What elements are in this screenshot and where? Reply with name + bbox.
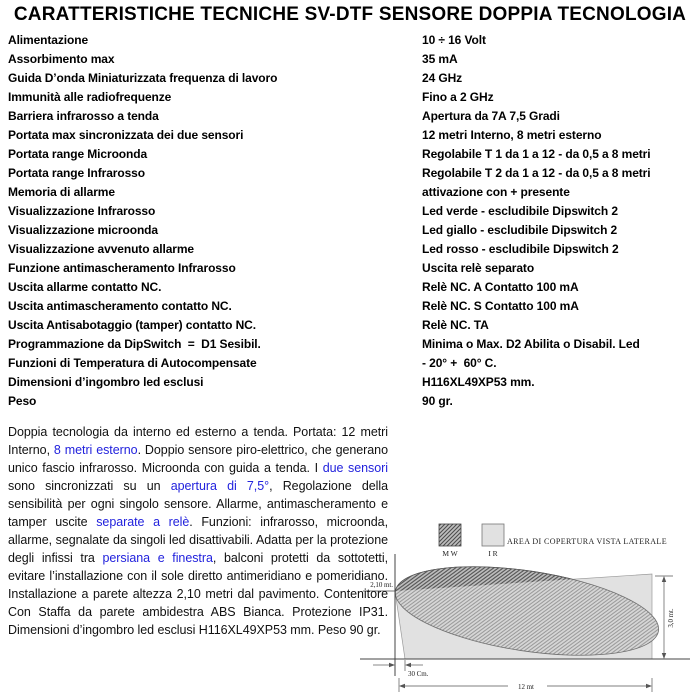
arrow-left-icon bbox=[405, 662, 411, 668]
spec-row: Uscita Antisabotaggio (tamper) contatto … bbox=[8, 316, 692, 335]
coverage-diagram-container: M W I R AREA DI COPERTURA VISTA LATERALE… bbox=[360, 513, 692, 695]
spec-row: Uscita antimascheramento contatto NC. Rel… bbox=[8, 297, 692, 316]
spec-label: Portata range Microonda bbox=[8, 147, 148, 161]
spec-row: Funzioni di Temperatura di Autocompensat… bbox=[8, 354, 692, 373]
spec-value: 90 gr. bbox=[422, 394, 453, 408]
spec-label: Visualizzazione Infrarosso bbox=[8, 204, 156, 218]
spec-row: Barriera infrarosso a tenda Apertura da 7… bbox=[8, 107, 692, 126]
description-paragraph: M W I R AREA DI COPERTURA VISTA LATERALE… bbox=[8, 423, 692, 692]
spec-label: Barriera infrarosso a tenda bbox=[8, 109, 159, 123]
spec-row: Peso 90 gr. bbox=[8, 392, 692, 411]
page-title: CARATTERISTICHE TECNICHE SV-DTF SENSORE … bbox=[13, 4, 687, 25]
right-coverage-diagram: M W I R AREA DI COPERTURA VISTA LATERALE… bbox=[360, 523, 690, 692]
spec-label: Funzioni di Temperatura di Autocompensat… bbox=[8, 356, 257, 370]
spec-label: Visualizzazione avvenuto allarme bbox=[8, 242, 194, 256]
description-segment: . Funzioni: infrarosso, microonda, allar… bbox=[8, 515, 388, 565]
legend-title: AREA DI COPERTURA VISTA LATERALE bbox=[507, 537, 667, 546]
spec-label: Uscita Antisabotaggio (tamper) contatto … bbox=[8, 318, 256, 332]
spec-value: Minima o Max. D2 Abilita o Disabil. Led bbox=[422, 337, 640, 351]
arrow-left-icon bbox=[399, 683, 405, 689]
spec-value: Uscita relè separato bbox=[422, 261, 535, 275]
spec-value: Regolabile T 2 da 1 a 12 - da 0,5 a 8 me… bbox=[422, 166, 651, 180]
spec-label: Programmazione da DipSwitch = D1 Sesibil… bbox=[8, 337, 261, 351]
spec-row: Funzione antimascheramento Infrarosso Usc… bbox=[8, 259, 692, 278]
spec-row: Portata range Microonda Regolabile T 1 da… bbox=[8, 145, 692, 164]
spec-label: Portata max sincronizzata dei due sensor… bbox=[8, 128, 244, 142]
spec-row: Immunità alle radiofrequenze Fino a 2 GHz bbox=[8, 88, 692, 107]
range-label: 12 mt bbox=[518, 683, 534, 691]
spec-label: Memoria di allarme bbox=[8, 185, 115, 199]
spec-label: Uscita antimascheramento contatto NC. bbox=[8, 299, 232, 313]
spec-row: Portata range Infrarosso Regolabile T 2 d… bbox=[8, 164, 692, 183]
description-segment: , balconi protetti da sottotetti, evitar… bbox=[8, 551, 388, 637]
spec-value: H116XL49XP53 mm. bbox=[422, 375, 535, 389]
spec-value: Led rosso - escludibile Dipswitch 2 bbox=[422, 242, 619, 256]
legend-mw-swatch bbox=[438, 523, 462, 547]
spec-row: Programmazione da DipSwitch = D1 Sesibil… bbox=[8, 335, 692, 354]
spec-label: Portata range Infrarosso bbox=[8, 166, 145, 180]
spec-value: - 20° + 60° C. bbox=[422, 356, 497, 370]
description-segment: sono sincronizzati su un bbox=[8, 479, 171, 493]
spec-label: Peso bbox=[8, 394, 37, 408]
spec-label: Assorbimento max bbox=[8, 52, 115, 66]
spec-row: Alimentazione 10 ÷ 16 Volt bbox=[8, 31, 692, 50]
spec-value: 35 mA bbox=[422, 52, 458, 66]
spec-value: Relè NC. TA bbox=[422, 318, 489, 332]
arrow-down-icon bbox=[661, 653, 667, 659]
spec-row: Assorbimento max 35 mA bbox=[8, 50, 692, 69]
legend-ir-swatch bbox=[481, 523, 505, 547]
spec-row: Memoria di allarme attivazione con + pres… bbox=[8, 183, 692, 202]
spec-value: Led giallo - escludibile Dipswitch 2 bbox=[422, 223, 618, 237]
spec-row: Visualizzazione microonda Led giallo - es… bbox=[8, 221, 692, 240]
spec-label: Alimentazione bbox=[8, 33, 89, 47]
spec-label: Visualizzazione microonda bbox=[8, 223, 158, 237]
spec-row: Dimensioni d’ingombro led esclusi H116XL4… bbox=[8, 373, 692, 392]
description-highlight: 8 metri esterno bbox=[53, 443, 138, 457]
spec-label: Dimensioni d’ingombro led esclusi bbox=[8, 375, 204, 389]
floor-offset-label: 30 Cm. bbox=[408, 670, 429, 678]
spec-value: 12 metri Interno, 8 metri esterno bbox=[422, 128, 602, 142]
description-highlight: due sensori bbox=[322, 461, 388, 475]
spec-row: Uscita allarme contatto NC. Relè NC. A Co… bbox=[8, 278, 692, 297]
spec-row: Visualizzazione avvenuto allarme Led ross… bbox=[8, 240, 692, 259]
spec-table: Alimentazione 10 ÷ 16 Volt Assorbimento m… bbox=[0, 31, 700, 411]
spec-value: Relè NC. S Contatto 100 mA bbox=[422, 299, 579, 313]
legend-mw-label: M W bbox=[442, 549, 458, 558]
spec-label: Uscita allarme contatto NC. bbox=[8, 280, 162, 294]
height-label: 3,0 mt. bbox=[667, 608, 675, 628]
spec-label: Immunità alle radiofrequenze bbox=[8, 90, 172, 104]
spec-value: 24 GHz bbox=[422, 71, 463, 85]
spec-value: Relè NC. A Contatto 100 mA bbox=[422, 280, 579, 294]
spec-value: Fino a 2 GHz bbox=[422, 90, 494, 104]
spec-value: attivazione con + presente bbox=[422, 185, 570, 199]
description-highlight: separate a relè bbox=[96, 515, 190, 529]
description-segment: . Doppio sensore piro-elettrico, che gen… bbox=[8, 443, 388, 475]
arrow-up-icon bbox=[661, 576, 667, 582]
description-segment: , Regolazione della sensibilità per ogni… bbox=[8, 479, 388, 529]
spec-row: Visualizzazione Infrarosso Led verde - es… bbox=[8, 202, 692, 221]
description-segment: Doppia tecnologia da interno ed esterno … bbox=[8, 425, 388, 457]
arrow-right-icon bbox=[646, 683, 652, 689]
description-highlight: persiana e finestra bbox=[102, 551, 213, 565]
spec-value: Apertura da 7A 7,5 Gradi bbox=[422, 109, 560, 123]
description-highlight: apertura di 7,5° bbox=[170, 479, 270, 493]
spec-label: Funzione antimascheramento Infrarosso bbox=[8, 261, 236, 275]
spec-value: Regolabile T 1 da 1 a 12 - da 0,5 a 8 me… bbox=[422, 147, 651, 161]
spec-label: Guida D’onda Miniaturizzata frequenza di… bbox=[8, 71, 278, 85]
spec-row: Guida D’onda Miniaturizzata frequenza di… bbox=[8, 69, 692, 88]
spec-value: Led verde - escludibile Dipswitch 2 bbox=[422, 204, 618, 218]
spec-row: Portata max sincronizzata dei due sensor… bbox=[8, 126, 692, 145]
legend-ir-label: I R bbox=[488, 549, 497, 558]
spec-value: 10 ÷ 16 Volt bbox=[422, 33, 486, 47]
arrow-right-icon bbox=[389, 662, 395, 668]
